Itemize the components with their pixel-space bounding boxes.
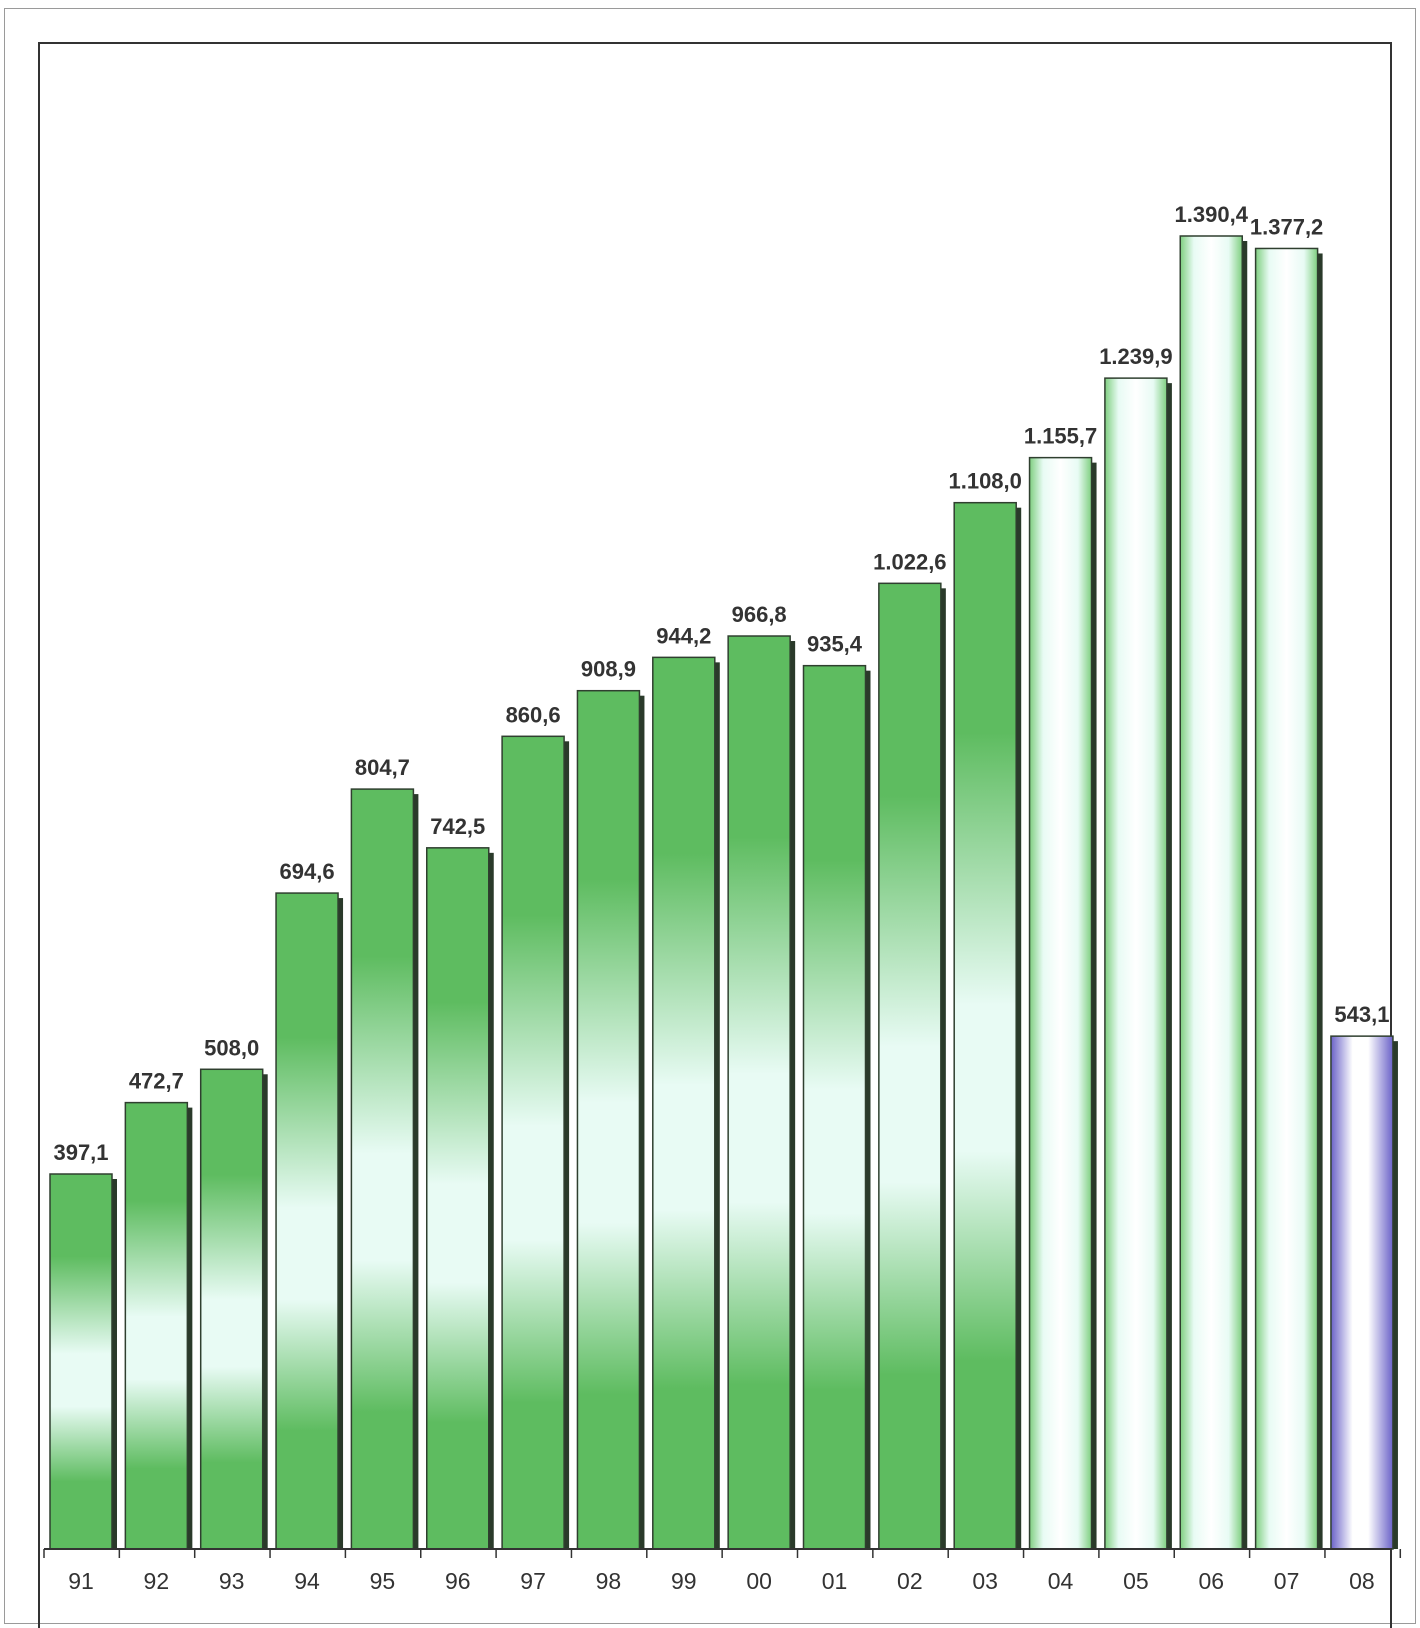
- value-label: 742,5: [430, 814, 485, 839]
- value-label: 1.377,2: [1250, 214, 1323, 239]
- x-tick-label: 05: [1123, 1568, 1149, 1594]
- x-tick-label: 97: [520, 1568, 546, 1594]
- bar-02: [878, 582, 942, 1550]
- x-tick-label: 02: [897, 1568, 923, 1594]
- x-tick-label: 07: [1274, 1568, 1300, 1594]
- value-label: 1.022,6: [873, 549, 946, 574]
- bar-00: [727, 635, 791, 1550]
- value-label: 1.108,0: [948, 469, 1021, 494]
- bar-92: [124, 1101, 189, 1550]
- x-tick-label: 99: [671, 1568, 697, 1594]
- value-label: 1.390,4: [1175, 202, 1249, 227]
- bar-06: [1179, 235, 1243, 1550]
- x-tick-label: 96: [445, 1568, 471, 1594]
- x-tick-label: 95: [370, 1568, 396, 1594]
- value-label: 944,2: [656, 623, 711, 648]
- value-label: 694,6: [280, 859, 335, 884]
- x-tick-label: 94: [294, 1568, 320, 1594]
- bar-94: [275, 892, 339, 1550]
- x-tick-label: 01: [822, 1568, 848, 1594]
- bars-layer: [49, 235, 1398, 1550]
- x-tick-label: 91: [68, 1568, 94, 1594]
- bar-93: [199, 1068, 264, 1550]
- x-tick-label: 08: [1349, 1568, 1375, 1594]
- x-tick-label: 00: [746, 1568, 772, 1594]
- bar-08: [1330, 1035, 1394, 1550]
- x-tick-label: 03: [972, 1568, 998, 1594]
- x-tick-label: 98: [596, 1568, 622, 1594]
- bar-97: [501, 735, 565, 1550]
- value-label: 508,0: [204, 1035, 259, 1060]
- bar-07: [1254, 247, 1319, 1550]
- value-label: 908,9: [581, 657, 636, 682]
- x-tick-label: 93: [219, 1568, 245, 1594]
- bar-04: [1028, 456, 1093, 1550]
- value-label: 397,1: [53, 1140, 108, 1165]
- x-tick-label: 92: [144, 1568, 170, 1594]
- bar-01: [802, 664, 867, 1550]
- bar-98: [576, 689, 641, 1550]
- value-label: 472,7: [129, 1069, 184, 1094]
- value-label: 543,1: [1334, 1002, 1389, 1027]
- x-tick-label: 06: [1198, 1568, 1224, 1594]
- plot-frame: [38, 42, 1392, 1628]
- bar-91: [49, 1173, 113, 1550]
- bar-99: [652, 656, 716, 1550]
- x-axis: 91 92 93 94 95 96 97 98 99 00 01 02 03 04 05 06 07 08: [43, 1548, 1402, 1594]
- outer-frame: [4, 8, 1416, 1624]
- value-label: 935,4: [807, 632, 863, 657]
- value-label: 1.155,7: [1024, 424, 1097, 449]
- bar-03: [953, 501, 1017, 1550]
- bar-96: [426, 847, 490, 1550]
- value-label: 966,8: [732, 602, 787, 627]
- value-label: 860,6: [506, 702, 561, 727]
- bar-95: [350, 788, 415, 1550]
- labels-layer: 397,1 472,7 508,0 694,6 804,7 742,5 860,6 908,9…: [53, 202, 1389, 1165]
- value-label: 804,7: [355, 755, 410, 780]
- bar-05: [1104, 377, 1168, 1550]
- x-tick-label: 04: [1048, 1568, 1074, 1594]
- value-label: 1.239,9: [1099, 344, 1172, 369]
